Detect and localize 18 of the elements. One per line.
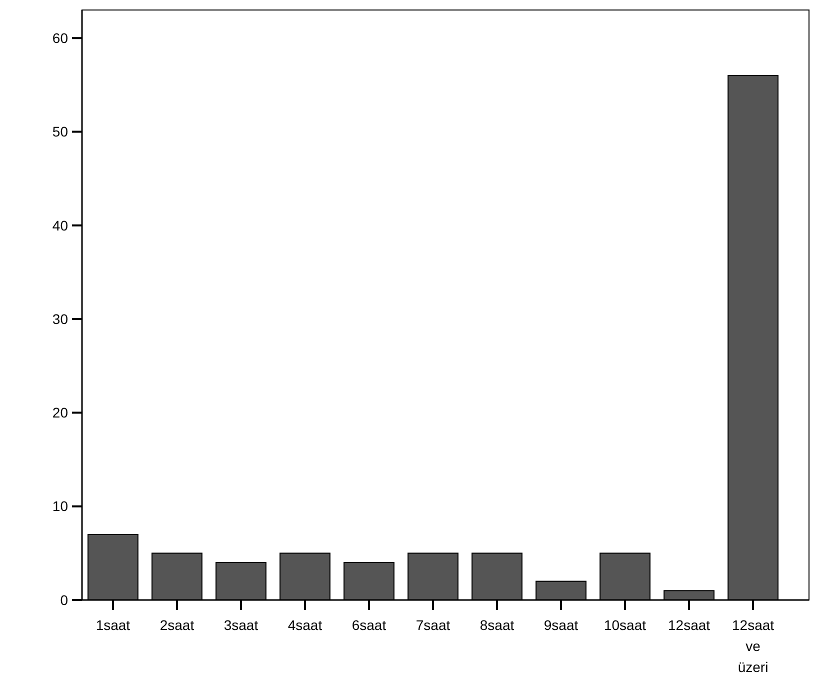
x-tick-label: 2saat [160,617,194,633]
x-tick-label: 1saat [96,617,130,633]
x-tick-label: 8saat [480,617,514,633]
x-tick-label: 7saat [416,617,450,633]
x-tick-label: 4saat [288,617,322,633]
x-tick-label: 9saat [544,617,578,633]
y-tick-label: 10 [52,498,68,514]
x-tick-label: 12saat [668,617,710,633]
y-tick-label: 50 [52,124,68,140]
x-tick-label: 3saat [224,617,258,633]
x-tick-label: 12saat ve üzeri [732,617,774,675]
x-tick-label: 10saat [604,617,646,633]
x-tick-label: 6saat [352,617,386,633]
y-tick-label: 20 [52,404,68,421]
y-tick-label: 0 [60,592,68,608]
y-tick-label: 40 [52,217,68,234]
y-tick-label: 60 [52,30,68,46]
y-tick-label: 30 [52,310,68,327]
